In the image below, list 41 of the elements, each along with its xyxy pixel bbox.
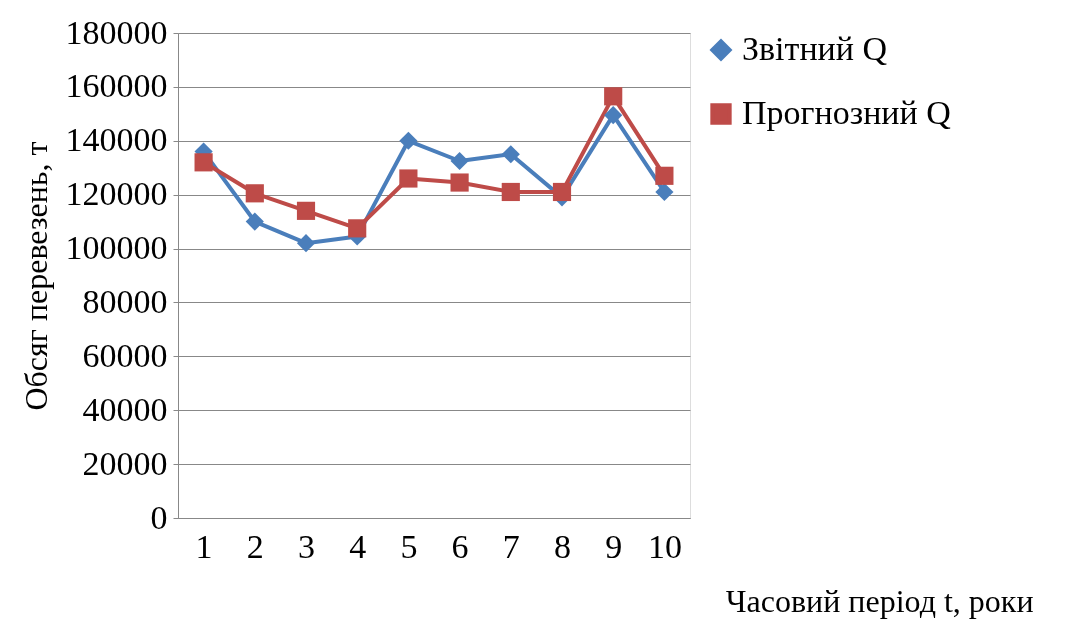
y-tick-label: 160000	[65, 67, 168, 105]
x-tick-label: 1	[195, 527, 213, 565]
y-tick-label: 120000	[65, 175, 168, 213]
legend-label: Звітний Q	[742, 30, 888, 67]
point	[348, 219, 367, 238]
x-tick-label: 9	[605, 527, 623, 565]
legend-label: Прогнозний Q	[742, 94, 951, 131]
y-tick-label: 0	[150, 498, 168, 536]
point	[501, 182, 520, 202]
x-tick-label: 7	[502, 527, 520, 565]
x-tick-label: 10	[647, 527, 682, 565]
x-tick-label: 5	[400, 527, 418, 565]
y-tick-label: 60000	[82, 336, 168, 374]
point	[296, 234, 316, 253]
x-axis-title: Часовий період t, роки	[725, 582, 1034, 619]
point	[399, 131, 418, 150]
point	[604, 87, 623, 106]
point	[245, 212, 264, 231]
y-tick-label: 80000	[82, 282, 168, 320]
y-tick-label: 40000	[82, 390, 168, 428]
x-tick-label: 6	[451, 527, 469, 565]
y-tick-label: 140000	[65, 121, 168, 159]
y-tick-label: 180000	[65, 13, 168, 51]
point	[245, 184, 264, 203]
y-tick-label: 20000	[82, 444, 168, 482]
x-tick-label: 2	[246, 527, 264, 565]
x-tick-label: 4	[349, 527, 367, 565]
point	[450, 151, 469, 171]
y-axis-title: Обсяг перевезень, т	[17, 141, 54, 411]
x-tick-label: 8	[554, 527, 571, 565]
point	[399, 169, 418, 188]
point	[296, 201, 316, 220]
point	[501, 145, 520, 164]
point	[194, 153, 213, 172]
point	[655, 166, 674, 185]
y-tick-label: 100000	[65, 229, 168, 267]
point	[604, 106, 623, 125]
point	[552, 182, 572, 202]
x-tick-label: 3	[298, 527, 315, 565]
point	[655, 182, 674, 202]
point	[450, 173, 469, 192]
